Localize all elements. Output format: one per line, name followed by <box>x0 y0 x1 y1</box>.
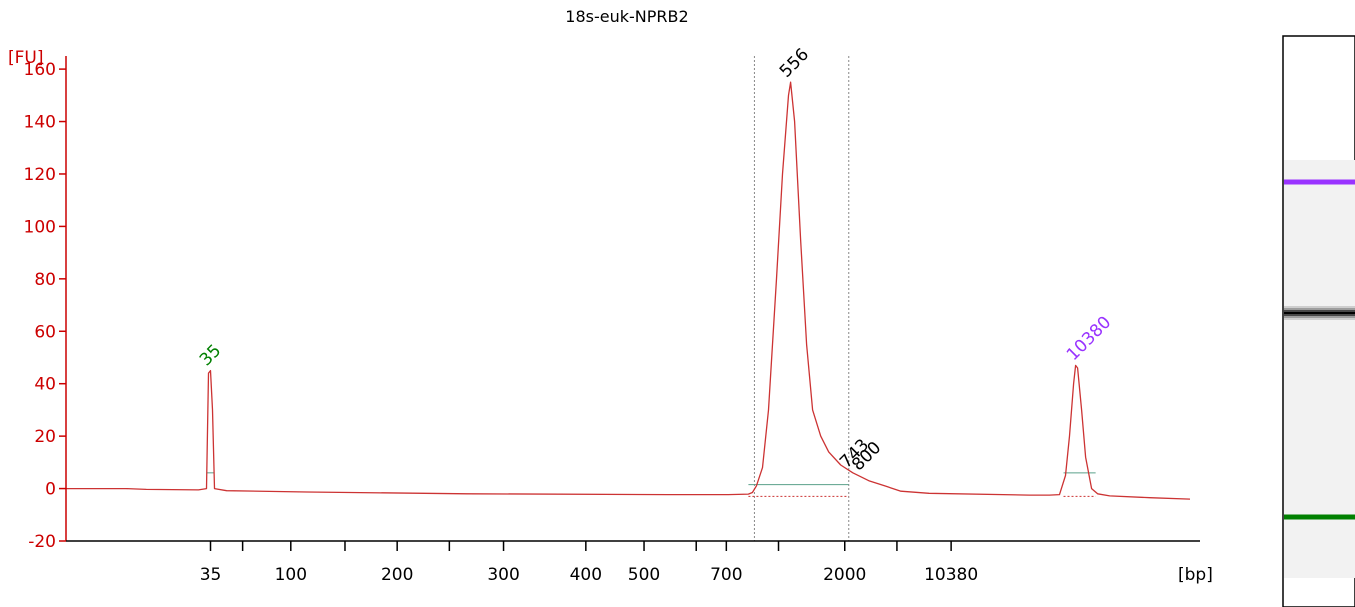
y-tick-label: 0 <box>45 480 56 500</box>
x-tick-label: 2000 <box>823 565 866 585</box>
trace-line <box>66 81 1191 500</box>
y-tick-label: 20 <box>34 427 56 447</box>
gel-band-sample <box>1284 314 1355 316</box>
y-tick-label: 40 <box>34 375 56 395</box>
gel-lane-background <box>1284 160 1355 578</box>
x-tick-label: 200 <box>381 565 413 585</box>
y-tick-label: 60 <box>34 322 56 342</box>
x-tick-label: 500 <box>628 565 660 585</box>
peak-baselines <box>206 472 1096 497</box>
gel-band-sample <box>1284 310 1355 312</box>
x-axis-unit-label: [bp] <box>1178 565 1213 585</box>
gel-band-sample <box>1284 316 1355 318</box>
region-markers <box>753 56 850 541</box>
y-axis: -20 0 20 40 60 80 100 120 140 160 <box>24 56 67 552</box>
x-axis: 35 100 200 300 400 500 700 2000 10380 <box>66 540 1200 585</box>
gel-band-lower-marker <box>1284 514 1355 520</box>
x-tick-label: 300 <box>487 565 519 585</box>
peak-label: 10380 <box>1063 312 1115 364</box>
x-tick-label: 10380 <box>924 565 978 585</box>
y-tick-label: 160 <box>24 60 56 80</box>
x-tick-label: 400 <box>570 565 602 585</box>
gel-band-sample <box>1284 306 1355 308</box>
gel-band-sample <box>1284 318 1355 320</box>
peak-label: 35 <box>196 341 225 370</box>
chart-title: 18s-euk-NPRB2 <box>565 7 688 26</box>
y-tick-label: 80 <box>34 270 56 290</box>
trace-group <box>66 81 1191 500</box>
peak-label: 556 <box>776 45 813 82</box>
gel-lane <box>1282 35 1355 607</box>
y-tick-label: 140 <box>24 113 56 133</box>
x-tick-label: 100 <box>275 565 307 585</box>
y-tick-label: 100 <box>24 217 56 237</box>
x-tick-label: 35 <box>200 565 222 585</box>
x-tick-label: 700 <box>710 565 742 585</box>
gel-band-sample <box>1284 312 1355 314</box>
y-tick-label: -20 <box>28 532 56 552</box>
y-axis-unit-label: [FU] <box>8 48 44 68</box>
gel-band-upper-marker <box>1284 179 1355 185</box>
gel-band-sample <box>1284 308 1355 310</box>
y-tick-label: 120 <box>24 165 56 185</box>
